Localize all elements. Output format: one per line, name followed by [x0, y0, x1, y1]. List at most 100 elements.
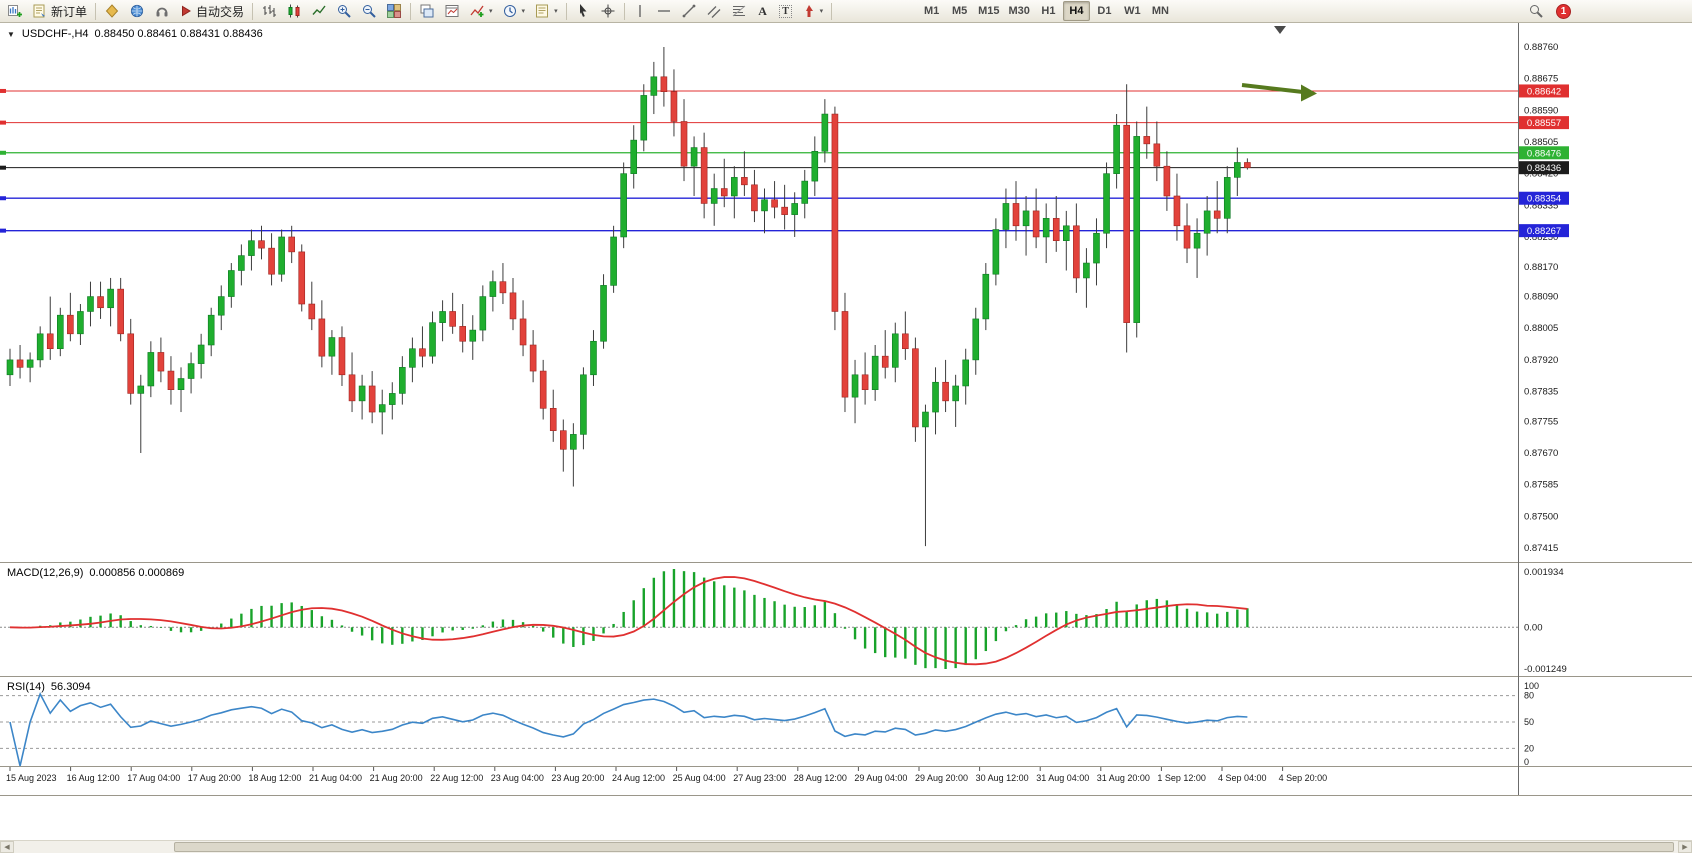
bar-chart-type-button[interactable]	[257, 1, 281, 21]
candle	[1173, 195, 1181, 227]
candle	[1083, 262, 1090, 279]
chart-window-button[interactable]	[440, 1, 464, 21]
zoom-in-button[interactable]	[332, 1, 356, 21]
timeframe-h4-button[interactable]: H4	[1062, 1, 1090, 21]
auto-trading-button[interactable]: 自动交易	[175, 1, 248, 21]
price-axis-tick: 0.88760	[1524, 42, 1558, 53]
candle	[459, 326, 467, 342]
candle	[157, 352, 165, 372]
market-watch-button[interactable]	[125, 1, 149, 21]
periods-button[interactable]: ▾	[498, 1, 530, 21]
candle	[197, 344, 205, 364]
one-click-trading-toggle-icon[interactable]: ▼	[7, 29, 15, 39]
scrollbar-thumb[interactable]	[174, 842, 1674, 852]
price-axis-tick: 0.88090	[1524, 292, 1558, 303]
new-order-button[interactable]: 新订单	[28, 1, 91, 21]
timeframe-m1-button[interactable]: M1	[918, 1, 945, 21]
cursor-icon	[579, 4, 587, 17]
text-tool-icon: A	[758, 3, 767, 18]
candle	[479, 296, 487, 331]
candle	[680, 121, 688, 167]
candle	[1022, 210, 1030, 227]
crosshair-button[interactable]	[596, 1, 620, 21]
data-window-button[interactable]	[150, 1, 174, 21]
chart-title-bar: ▼ USDCHF-,H4 0.88450 0.88461 0.88431 0.8…	[7, 28, 263, 40]
timeframe-m5-button[interactable]: M5	[946, 1, 973, 21]
cursor-button[interactable]	[571, 1, 595, 21]
templates-button[interactable]: ▾	[530, 1, 562, 21]
horizontal-line-tool-button[interactable]	[652, 1, 676, 21]
line-chart-type-button[interactable]	[307, 1, 331, 21]
timeframe-h1-button[interactable]: H1	[1035, 1, 1062, 21]
candle	[570, 434, 577, 450]
vertical-line-icon	[638, 5, 641, 17]
scroll-right-button[interactable]: ▶	[1678, 841, 1692, 853]
label-tool-button[interactable]: T	[775, 1, 797, 21]
candle	[690, 147, 698, 167]
candle	[741, 177, 748, 186]
tile-windows-button[interactable]	[382, 1, 406, 21]
trendline-tool-button[interactable]	[677, 1, 701, 21]
price-level-tag	[1519, 161, 1569, 175]
chart-window-icon	[445, 5, 459, 17]
candle	[1213, 210, 1221, 219]
timeframe-group: M1 M5 M15 M30 H1 H4 D1 W1 MN	[918, 1, 1174, 21]
price-level-tag-label: 0.88267	[1527, 226, 1561, 237]
indicators-button[interactable]: ▾	[465, 1, 497, 21]
candle	[549, 408, 557, 431]
candle	[439, 311, 446, 323]
trend-arrow-head	[1301, 84, 1317, 102]
candle	[529, 344, 537, 372]
equidistant-channel-tool-button[interactable]	[702, 1, 726, 21]
candle	[831, 113, 839, 312]
timeframe-m15-button[interactable]: M15	[974, 1, 1003, 21]
price-level-tag	[1519, 224, 1569, 238]
zoom-out-icon	[363, 5, 376, 18]
rsi-title: RSI(14)	[7, 681, 45, 693]
time-axis-label: 23 Aug 04:00	[491, 773, 544, 783]
candle	[902, 333, 909, 350]
timeframe-mn-button[interactable]: MN	[1147, 1, 1174, 21]
timeframe-d1-button[interactable]: D1	[1091, 1, 1118, 21]
profiles-button[interactable]	[100, 1, 124, 21]
candle	[982, 273, 990, 320]
fibonacci-tool-button[interactable]	[727, 1, 751, 21]
candle	[600, 285, 607, 342]
text-tool-button[interactable]: A	[752, 1, 774, 21]
timeframe-w1-button[interactable]: W1	[1119, 1, 1146, 21]
notification-badge[interactable]: 1	[1556, 3, 1571, 19]
time-axis-label: 18 Aug 12:00	[248, 773, 301, 783]
candle	[610, 236, 617, 286]
candle	[117, 288, 124, 335]
time-axis-label: 16 Aug 12:00	[67, 773, 120, 783]
timeframe-m30-button[interactable]: M30	[1005, 1, 1034, 21]
ohlc-quotes-label: 0.88450 0.88461 0.88431 0.88436	[94, 28, 263, 40]
candle	[56, 314, 64, 350]
zoom-out-button[interactable]	[357, 1, 381, 21]
rsi-axis-tick: 20	[1524, 743, 1534, 753]
search-button[interactable]	[1524, 1, 1548, 21]
price-axis-tick: 0.88005	[1524, 323, 1558, 334]
candle	[288, 236, 295, 253]
scrollbar-track[interactable]	[14, 841, 1678, 853]
candlestick-chart-type-button[interactable]	[282, 1, 306, 21]
candle	[127, 333, 135, 394]
new-chart-button[interactable]	[3, 1, 27, 21]
price-axis-tick: 0.88505	[1524, 137, 1558, 148]
horizontal-scrollbar[interactable]: ◀ ▶	[0, 840, 1692, 853]
time-axis-label: 31 Aug 04:00	[1036, 773, 1089, 783]
clock-icon	[503, 5, 516, 17]
candle	[388, 393, 396, 405]
candlestick-chart-icon	[288, 4, 300, 18]
chevron-down-icon: ▾	[489, 8, 493, 15]
toolbar-separator	[565, 2, 567, 20]
arrows-tool-button[interactable]: ▾	[798, 1, 828, 21]
candle	[861, 374, 869, 390]
candle	[46, 333, 54, 350]
cascade-windows-button[interactable]	[415, 1, 439, 21]
chart-shift-marker	[1274, 26, 1286, 34]
rsi-axis-tick: 50	[1524, 717, 1534, 727]
scroll-left-button[interactable]: ◀	[0, 841, 14, 853]
vertical-line-tool-button[interactable]	[629, 1, 651, 21]
